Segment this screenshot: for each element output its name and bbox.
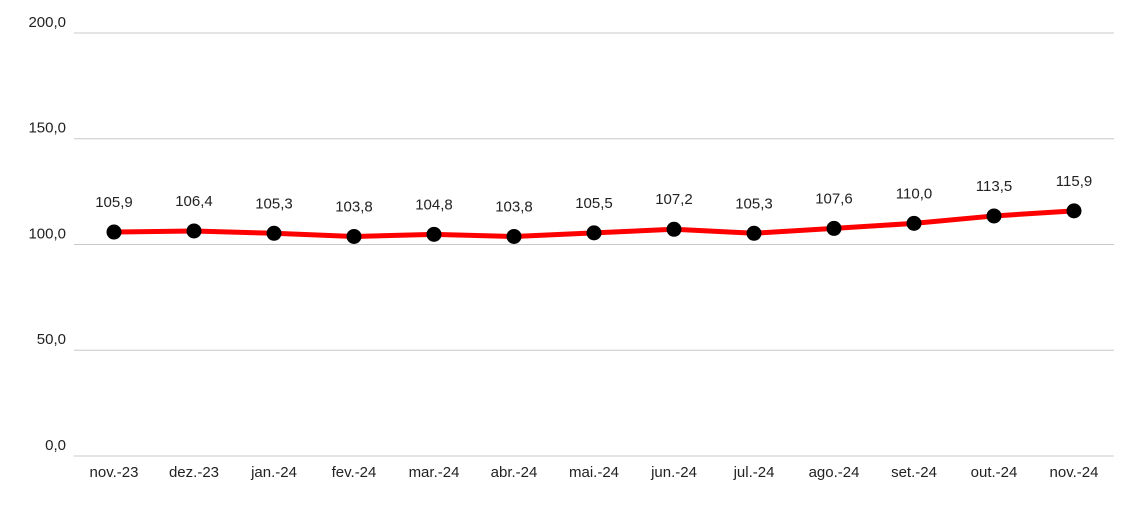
data-label: 115,9 [1056, 173, 1092, 190]
data-point [346, 228, 362, 244]
data-label: 105,5 [575, 195, 613, 212]
data-label: 105,9 [95, 194, 133, 211]
x-tick-label: jul.-24 [733, 464, 775, 481]
data-label: 110,0 [896, 185, 932, 202]
data-label: 104,8 [415, 196, 453, 213]
data-point [746, 225, 762, 241]
y-tick-label: 200,0 [28, 14, 66, 31]
y-tick-label: 100,0 [28, 225, 66, 242]
data-point [266, 225, 282, 241]
data-label: 103,8 [495, 198, 533, 215]
data-point [666, 221, 682, 237]
data-label: 113,5 [976, 178, 1012, 195]
data-point [986, 208, 1002, 224]
x-tick-label: jun.-24 [650, 464, 697, 481]
y-tick-label: 50,0 [37, 331, 66, 348]
x-tick-label: mai.-24 [569, 464, 619, 481]
x-tick-label: dez.-23 [169, 464, 219, 481]
x-tick-label: nov.-23 [90, 464, 139, 481]
x-tick-label: abr.-24 [491, 464, 538, 481]
data-label: 106,4 [175, 193, 213, 210]
x-tick-label: nov.-24 [1050, 464, 1099, 481]
data-label: 103,8 [335, 198, 373, 215]
x-tick-label: mar.-24 [409, 464, 460, 481]
data-point [586, 225, 602, 241]
x-tick-label: jan.-24 [250, 464, 297, 481]
data-point [506, 228, 522, 244]
data-label: 107,6 [815, 190, 853, 207]
data-point [106, 224, 122, 240]
y-tick-label: 150,0 [28, 120, 66, 137]
x-tick-label: out.-24 [971, 464, 1018, 481]
data-label: 107,2 [655, 191, 693, 208]
data-point [1066, 203, 1082, 219]
y-tick-label: 0,0 [45, 437, 66, 454]
data-label: 105,3 [255, 195, 293, 212]
data-point [826, 220, 842, 236]
x-tick-label: ago.-24 [809, 464, 860, 481]
x-tick-label: fev.-24 [332, 464, 377, 481]
data-point [906, 215, 922, 231]
x-tick-label: set.-24 [891, 464, 937, 481]
data-point [186, 223, 202, 239]
data-point [426, 226, 442, 242]
data-label: 105,3 [735, 195, 773, 212]
